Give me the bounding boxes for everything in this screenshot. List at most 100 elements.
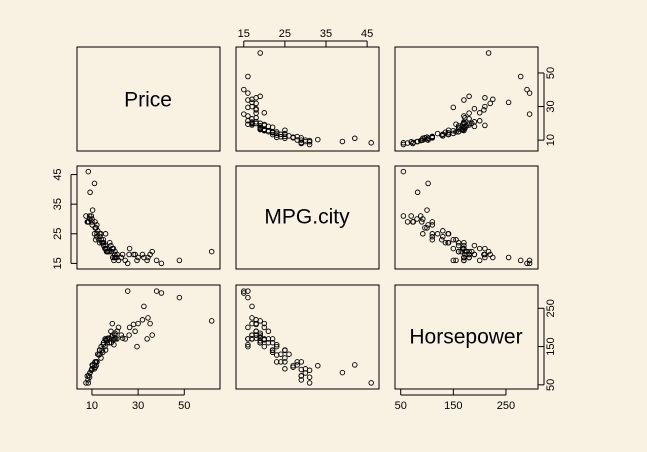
scatter-point	[245, 343, 251, 350]
panel-price-vs-mpg-city	[235, 46, 380, 152]
scatter-point	[455, 242, 462, 249]
scatter-point	[417, 213, 424, 219]
y-tick-label-mpg-city: 25	[52, 228, 64, 240]
diagonal-label-horsepower: Horsepower	[409, 326, 522, 349]
scatter-point	[440, 233, 446, 240]
scatter-point	[149, 248, 155, 255]
scatter-point	[245, 341, 251, 348]
scatter-point	[442, 129, 449, 135]
scatter-point	[429, 231, 436, 237]
points-price-vs-horsepower	[400, 50, 533, 148]
scatter-point	[461, 254, 467, 261]
scatter-point	[461, 97, 467, 103]
x-tick-label-horsepower: 150	[444, 400, 462, 412]
scatter-point	[290, 364, 296, 370]
scatter-point	[461, 257, 467, 264]
scatter-point	[273, 359, 280, 365]
scatter-point	[524, 260, 530, 267]
scatter-point	[476, 118, 483, 124]
scatter-point	[96, 236, 102, 243]
scatter-point	[306, 141, 313, 148]
scatter-point	[269, 349, 276, 356]
scatter-point	[253, 320, 259, 327]
scatter-point	[85, 380, 92, 386]
scatter-point	[505, 99, 512, 106]
scatter-point	[471, 251, 478, 258]
scatter-point	[422, 135, 428, 141]
scatter-point	[442, 239, 449, 246]
points-price-vs-mpg-city	[241, 50, 374, 148]
scatter-point	[461, 239, 467, 246]
scatter-point	[135, 254, 141, 261]
scatter-point	[92, 236, 99, 243]
scatter-point	[135, 320, 141, 327]
scatter-point	[88, 213, 95, 219]
scatter-point	[476, 257, 483, 264]
scatter-point	[458, 248, 464, 255]
scatter-point	[306, 137, 313, 144]
scatter-point	[282, 347, 288, 353]
scatter-point	[429, 222, 436, 228]
scatter-point	[249, 315, 255, 321]
scatter-point	[482, 254, 488, 261]
scatter-point	[273, 352, 280, 358]
scatter-point	[115, 257, 122, 264]
scatter-point	[315, 136, 321, 143]
scatter-point	[466, 93, 472, 100]
scatter-point	[208, 248, 215, 255]
axes: 15 25 35 45 10 30 50 50 150 250 15 25 35 45 10 30 50 50 15…	[52, 28, 557, 412]
scatter-point	[517, 257, 524, 264]
scatter-point	[208, 318, 215, 324]
scatter-point	[118, 254, 125, 261]
scatter-point	[298, 372, 305, 379]
scatter-point	[425, 180, 431, 187]
variable-labels: Price MPG.city Horsepower	[124, 89, 523, 349]
panel-price-vs-horsepower	[394, 46, 539, 152]
scatter-point	[109, 320, 116, 327]
scatter-point	[306, 367, 313, 374]
scatter-point	[450, 257, 457, 264]
scatter-point	[445, 231, 452, 237]
scatter-point	[245, 324, 251, 331]
scatter-point	[124, 260, 131, 267]
scatter-point	[482, 103, 488, 110]
scatter-point	[460, 121, 466, 128]
scatter-point	[87, 189, 93, 196]
scatter-point	[424, 207, 430, 213]
scatter-point	[176, 294, 183, 301]
scatter-point	[249, 99, 255, 106]
scatter-point	[145, 315, 151, 321]
scatter-point	[273, 129, 280, 135]
scatter-point	[422, 225, 428, 231]
scatter-point	[153, 288, 160, 294]
scatter-point	[110, 245, 117, 252]
scatter-point	[122, 336, 128, 342]
scatter-point	[471, 105, 478, 112]
panel-mpg-city-vs-horsepower	[394, 165, 539, 270]
scatter-point	[482, 122, 488, 129]
scatter-point	[253, 105, 259, 112]
scatter-point	[253, 335, 259, 341]
scatter-point	[368, 140, 374, 146]
y-tick-label-price: 30	[545, 100, 557, 112]
scatter-point	[526, 260, 533, 267]
scatter-point	[91, 180, 98, 187]
scatter-point	[85, 168, 92, 175]
scatter-point	[490, 96, 496, 103]
scatter-point	[249, 332, 255, 338]
scatter-point	[450, 245, 457, 252]
scatter-point	[294, 359, 300, 365]
scatter-point	[100, 349, 106, 356]
scatter-point	[134, 343, 140, 350]
scatter-point	[147, 320, 153, 327]
scatter-point	[408, 139, 414, 145]
scatter-point	[141, 303, 147, 310]
scatter-point	[126, 251, 132, 258]
scatter-point	[282, 133, 288, 140]
scatter-point	[126, 245, 133, 252]
y-tick-label-horsepower: 150	[545, 337, 557, 355]
scatter-point	[298, 359, 305, 365]
scatter-point	[139, 317, 146, 323]
scatter-point	[490, 254, 496, 261]
